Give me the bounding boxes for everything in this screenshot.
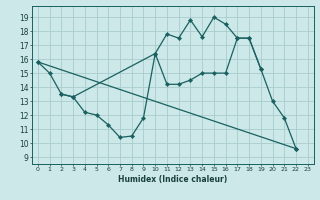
X-axis label: Humidex (Indice chaleur): Humidex (Indice chaleur) xyxy=(118,175,228,184)
